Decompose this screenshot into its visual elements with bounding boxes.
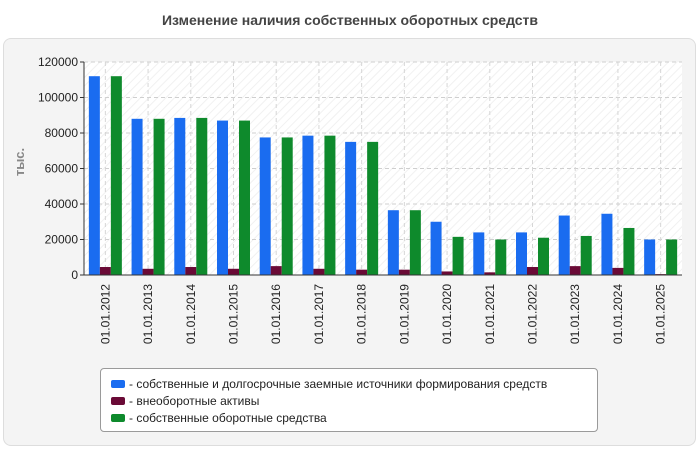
bar-series-1 bbox=[88, 76, 100, 275]
bar-series-3 bbox=[196, 117, 208, 275]
y-tick-label: 120000 bbox=[38, 55, 78, 69]
bar-series-1 bbox=[601, 213, 613, 275]
bar-series-2 bbox=[612, 267, 624, 275]
x-tick-label: 01.01.2019 bbox=[397, 284, 411, 344]
x-tick-label: 01.01.2023 bbox=[568, 284, 582, 344]
bar-series-3 bbox=[110, 76, 122, 275]
bar-series-3 bbox=[281, 137, 293, 275]
x-tick-label: 01.01.2018 bbox=[355, 284, 369, 344]
x-tick-labels: 01.01.2012 01.01.2013 01.01.2014 01.01.2015… bbox=[98, 284, 667, 344]
y-axis-label: тыс. bbox=[12, 148, 27, 176]
legend-label: - внеоборотные активы bbox=[129, 393, 260, 408]
bar-series-2 bbox=[527, 267, 538, 275]
legend-item-working-capital: - собственные оборотные средства bbox=[111, 409, 597, 426]
bar-series-1 bbox=[473, 232, 485, 275]
x-tick-label: 01.01.2025 bbox=[654, 284, 668, 344]
x-tick-label: 01.01.2024 bbox=[611, 284, 625, 344]
bar-series-3 bbox=[666, 239, 678, 275]
legend-item-sources: - собственные и долгосрочные заемные ист… bbox=[111, 375, 597, 392]
y-tick-label: 40000 bbox=[45, 197, 79, 211]
bar-series-2 bbox=[569, 266, 581, 275]
bar-series-1 bbox=[516, 232, 527, 275]
x-tick-label: 01.01.2015 bbox=[227, 284, 241, 344]
bar-series-2 bbox=[441, 271, 453, 275]
legend-swatch bbox=[111, 396, 125, 405]
legend: - собственные и долгосрочные заемные ист… bbox=[100, 368, 598, 432]
bar-series-3 bbox=[409, 210, 421, 275]
bars bbox=[88, 76, 678, 275]
bar-series-3 bbox=[324, 135, 336, 275]
bar-series-3 bbox=[153, 118, 165, 275]
bar-series-1 bbox=[174, 117, 186, 275]
bar-series-2 bbox=[185, 267, 197, 275]
x-tick-label: 01.01.2016 bbox=[269, 284, 283, 344]
bar-series-1 bbox=[217, 120, 228, 275]
legend-label: - собственные оборотные средства bbox=[129, 410, 327, 425]
bar-series-1 bbox=[345, 141, 357, 275]
bar-series-3 bbox=[452, 236, 464, 275]
bar-series-2 bbox=[313, 268, 325, 275]
x-tick-label: 01.01.2012 bbox=[98, 284, 112, 344]
bar-series-3 bbox=[623, 227, 635, 275]
bar-series-1 bbox=[644, 239, 656, 275]
x-tick-label: 01.01.2017 bbox=[312, 284, 326, 344]
bar-series-3 bbox=[495, 239, 507, 275]
y-tick-label: 20000 bbox=[45, 233, 79, 247]
x-tick-label: 01.01.2014 bbox=[184, 284, 198, 344]
axes bbox=[80, 61, 682, 276]
bar-series-3 bbox=[538, 237, 549, 275]
y-tick-label: 100000 bbox=[38, 91, 78, 105]
plot-area bbox=[84, 62, 682, 275]
bar-series-3 bbox=[580, 235, 592, 275]
bar-series-1 bbox=[302, 135, 314, 275]
y-tick-labels: 0 20000 40000 60000 80000 100000 120000 bbox=[38, 55, 78, 282]
x-tick-label: 01.01.2020 bbox=[440, 284, 454, 344]
bar-series-1 bbox=[131, 118, 143, 275]
x-tick-label: 01.01.2021 bbox=[483, 284, 497, 344]
bar-series-2 bbox=[356, 269, 368, 275]
legend-item-noncurrent-assets: - внеоборотные активы bbox=[111, 392, 597, 409]
bar-series-1 bbox=[558, 215, 570, 275]
bar-series-3 bbox=[239, 120, 250, 275]
bar-series-1 bbox=[387, 210, 399, 275]
chart-title: Изменение наличия собственных оборотных … bbox=[161, 12, 539, 28]
bar-series-2 bbox=[99, 267, 111, 275]
x-tick-label: 01.01.2022 bbox=[526, 284, 540, 344]
bar-series-2 bbox=[398, 269, 410, 275]
bar-series-3 bbox=[367, 141, 379, 275]
legend-swatch bbox=[111, 413, 125, 422]
y-tick-label: 0 bbox=[71, 268, 78, 282]
y-tick-label: 80000 bbox=[45, 126, 79, 140]
bar-series-2 bbox=[484, 272, 496, 275]
bar-series-2 bbox=[270, 266, 282, 275]
legend-label: - собственные и долгосрочные заемные ист… bbox=[129, 376, 548, 391]
bar-series-2 bbox=[142, 268, 154, 275]
y-tick-label: 60000 bbox=[45, 162, 79, 176]
bar-series-1 bbox=[259, 137, 271, 275]
bar-series-1 bbox=[430, 221, 442, 275]
legend-swatch bbox=[111, 379, 125, 388]
bar-series-2 bbox=[228, 268, 239, 275]
x-tick-label: 01.01.2013 bbox=[141, 284, 155, 344]
